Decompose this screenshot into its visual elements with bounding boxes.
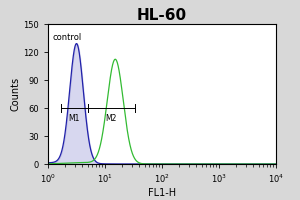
Y-axis label: Counts: Counts (11, 77, 20, 111)
X-axis label: FL1-H: FL1-H (148, 188, 176, 198)
Text: M1: M1 (68, 114, 80, 123)
Text: M2: M2 (106, 114, 117, 123)
Title: HL-60: HL-60 (137, 8, 187, 23)
Text: control: control (52, 33, 82, 42)
